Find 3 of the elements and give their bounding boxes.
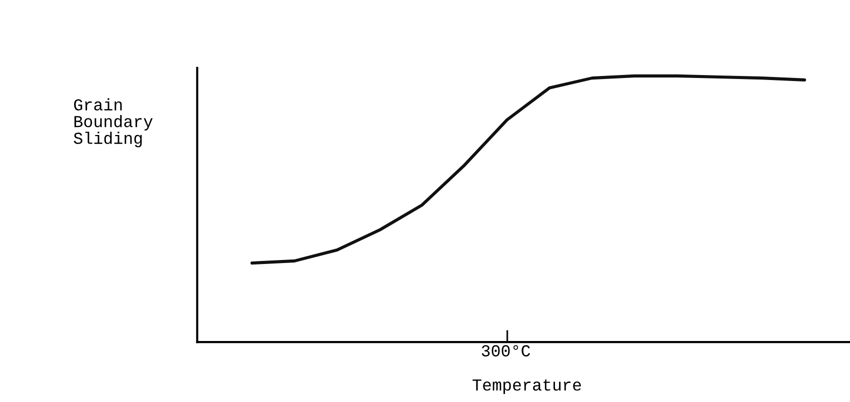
- x-axis-title: Temperature: [472, 379, 581, 394]
- y-axis-title: Grain Boundary Sliding: [74, 98, 153, 148]
- text: 300°C: [482, 345, 530, 356]
